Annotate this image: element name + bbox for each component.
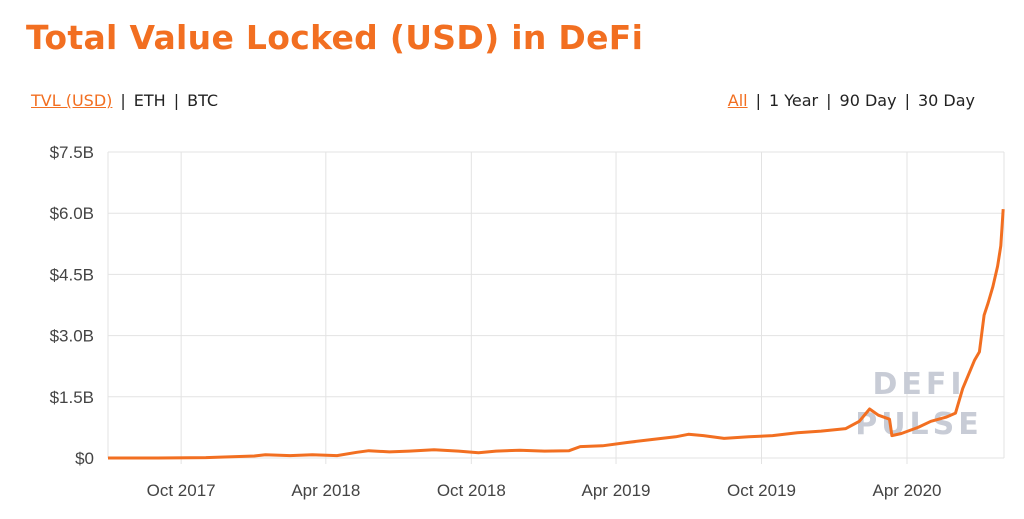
- toggle-1-year[interactable]: 1 Year: [768, 91, 819, 110]
- x-tick-label: Apr 2020: [873, 481, 942, 500]
- x-tick-label: Oct 2018: [437, 481, 506, 500]
- separator: |: [120, 91, 126, 110]
- y-tick-label: $6.0B: [50, 204, 94, 223]
- toggle-30-day[interactable]: 30 Day: [917, 91, 975, 110]
- page-title: Total Value Locked (USD) in DeFi: [26, 18, 644, 57]
- toggle-eth[interactable]: ETH: [133, 91, 166, 110]
- toggle-btc[interactable]: BTC: [187, 91, 219, 110]
- y-axis-labels: $0 $1.5B $3.0B $4.5B $6.0B $7.5B: [50, 143, 94, 468]
- metric-toggle-group: TVL (USD) | ETH | BTC: [31, 91, 218, 110]
- y-tick-label: $0: [75, 449, 94, 468]
- x-tick-label: Apr 2019: [582, 481, 651, 500]
- toggle-90-day[interactable]: 90 Day: [839, 91, 897, 110]
- toggle-tvl-usd[interactable]: TVL (USD): [31, 91, 113, 110]
- y-tick-label: $1.5B: [50, 388, 94, 407]
- separator: |: [826, 91, 832, 110]
- defi-pulse-watermark: DEFI PULSE: [855, 367, 979, 442]
- range-toggle-group: All | 1 Year | 90 Day | 30 Day: [728, 91, 975, 110]
- y-tick-label: $3.0B: [50, 327, 94, 346]
- separator: |: [173, 91, 180, 110]
- watermark-line-1: DEFI: [872, 367, 965, 402]
- x-tick-label: Oct 2019: [727, 481, 796, 500]
- chart-grid: [107, 151, 1005, 464]
- x-axis-labels: Oct 2017 Apr 2018 Oct 2018 Apr 2019 Oct 2019…: [147, 481, 942, 500]
- y-tick-label: $4.5B: [50, 265, 94, 284]
- y-tick-label: $7.5B: [50, 143, 94, 162]
- separator: |: [755, 91, 761, 110]
- tvl-series-line: [108, 209, 1005, 460]
- x-tick-label: Apr 2018: [291, 481, 360, 500]
- separator: |: [904, 91, 910, 110]
- x-tick-label: Oct 2017: [147, 481, 216, 500]
- toggle-all[interactable]: All: [727, 91, 748, 110]
